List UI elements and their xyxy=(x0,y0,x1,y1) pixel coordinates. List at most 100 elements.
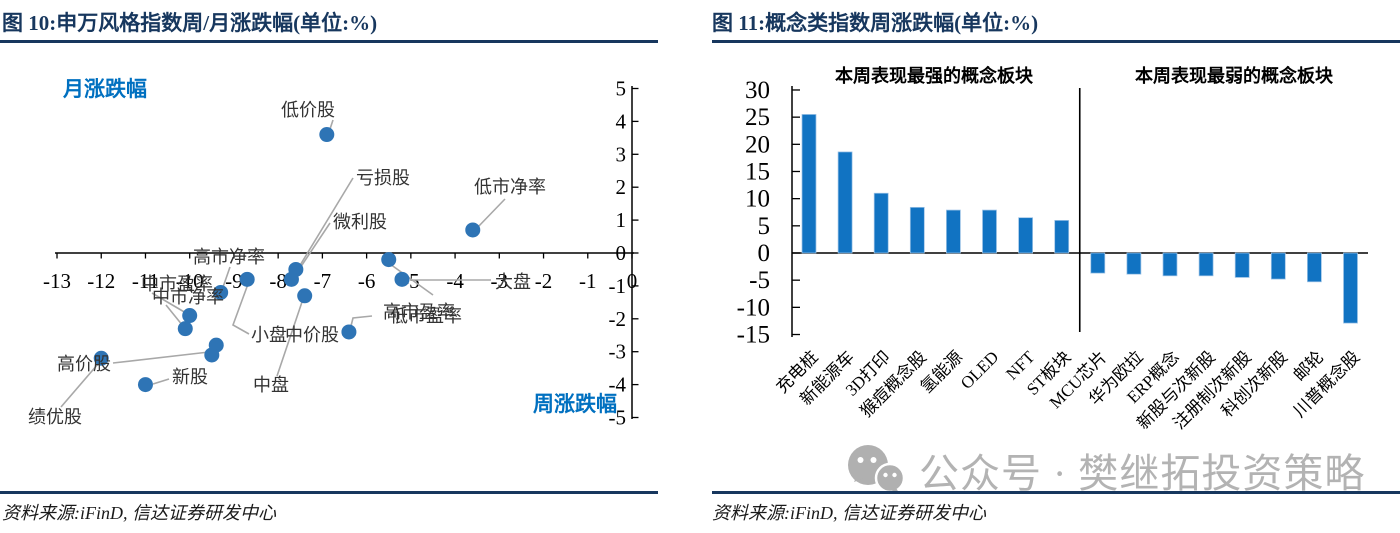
scatter-point xyxy=(239,271,255,287)
leader-line xyxy=(276,298,304,377)
x-tick-label: -10 xyxy=(176,269,204,293)
x-tick-label: -1 xyxy=(579,269,597,293)
y-tick-label: -15 xyxy=(737,322,770,349)
y-tick-label: -10 xyxy=(737,294,770,321)
y-axis-title: 月涨跌幅 xyxy=(62,77,147,101)
category-label: 川普概念股 xyxy=(1289,347,1363,421)
figure11-source: 资料来源:iFinD, 信达证券研发中心 xyxy=(712,503,986,523)
scatter-point xyxy=(341,324,357,340)
bar xyxy=(946,209,961,254)
scatter-point xyxy=(297,288,313,304)
figure10-footer-rule xyxy=(0,491,658,494)
y-tick-label: 25 xyxy=(745,104,770,131)
point-label: 小盘 xyxy=(251,325,287,345)
scatter-point xyxy=(381,252,397,268)
scatter-point xyxy=(177,321,193,337)
point-label: 微利股 xyxy=(333,212,387,232)
leader-line xyxy=(232,283,250,335)
figure11-footer-rule xyxy=(712,491,1400,494)
leader-line xyxy=(151,292,187,314)
y-tick-label: 3 xyxy=(616,142,627,166)
x-axis-title: 周涨跌幅 xyxy=(533,392,617,416)
leader-line xyxy=(165,304,184,327)
figure10-source: 资料来源:iFinD, 信达证券研发中心 xyxy=(2,503,276,523)
leader-line xyxy=(112,351,210,364)
scatter-point xyxy=(283,271,299,287)
wechat-icon xyxy=(848,445,906,494)
y-tick-label: 0 xyxy=(758,240,771,267)
group-header-weak: 本周表现最弱的概念板块 xyxy=(1135,65,1334,86)
leader-line xyxy=(60,363,99,408)
y-tick-label: -1 xyxy=(609,274,627,298)
y-tick-label: -5 xyxy=(749,267,770,294)
figure11-title: 图 11:概念类指数周涨跌幅(单位:%) xyxy=(712,11,1039,35)
x-tick-label: -6 xyxy=(358,269,376,293)
bar xyxy=(1343,252,1358,324)
watermark-text: 公众号 · 樊继拓投资策略 xyxy=(919,451,1366,496)
bar xyxy=(1270,252,1286,280)
point-label: 中市净率 xyxy=(152,287,224,307)
scatter-point xyxy=(465,222,481,238)
x-tick-label: -9 xyxy=(225,269,243,293)
scatter-point xyxy=(137,377,153,393)
point-label: 高价股 xyxy=(57,354,111,374)
y-tick-label: -5 xyxy=(609,406,627,430)
y-tick-label: 10 xyxy=(745,186,770,213)
y-tick-label: -4 xyxy=(609,373,627,397)
point-label: 低市盈率 xyxy=(390,306,462,326)
x-tick-label: -12 xyxy=(87,269,115,293)
x-tick-label: -11 xyxy=(132,269,159,293)
point-label: 低价股 xyxy=(281,100,335,120)
scatter-point xyxy=(182,308,198,324)
scatter-point xyxy=(394,271,410,287)
bar xyxy=(1198,252,1214,277)
x-tick-label: -2 xyxy=(535,269,553,293)
y-tick-label: 5 xyxy=(758,213,771,240)
category-label: 氢能源 xyxy=(917,347,966,396)
x-tick-label: -8 xyxy=(269,269,287,293)
y-tick-label: 30 xyxy=(745,77,770,104)
y-tick-label: 15 xyxy=(745,158,770,185)
y-tick-label: 0 xyxy=(616,241,627,265)
point-label: 高市净率 xyxy=(193,247,265,267)
x-tick-label: -13 xyxy=(43,269,71,293)
group-header-strong: 本周表现最强的概念板块 xyxy=(835,65,1034,86)
scatter-point xyxy=(93,350,109,366)
y-tick-label: 1 xyxy=(616,208,627,232)
category-label: OLED xyxy=(957,347,1002,392)
y-tick-label: -3 xyxy=(609,340,627,364)
point-label: 低市净率 xyxy=(474,177,546,197)
y-tick-label: -2 xyxy=(609,307,627,331)
point-label: 高市盈率 xyxy=(383,302,455,322)
x-tick-label: -3 xyxy=(491,269,509,293)
bar xyxy=(1054,220,1070,254)
y-tick-label: 2 xyxy=(616,175,627,199)
y-tick-label: 20 xyxy=(745,131,770,158)
point-label: 绩优股 xyxy=(28,407,82,427)
bar xyxy=(909,206,925,254)
leader-line xyxy=(298,177,354,268)
point-label: 中市盈率 xyxy=(141,274,213,294)
point-label: 中盘 xyxy=(253,375,289,395)
watermark: 公众号 · 樊继拓投资策略 xyxy=(843,441,1365,499)
x-tick-label: -4 xyxy=(446,269,464,293)
bar xyxy=(873,192,889,254)
y-tick-label: 5 xyxy=(616,77,627,101)
bar xyxy=(801,114,817,254)
bar xyxy=(837,151,853,254)
scatter-point xyxy=(204,347,220,363)
point-label: 大盘 xyxy=(495,272,531,292)
bar xyxy=(982,209,997,254)
bar xyxy=(1090,252,1106,274)
point-label: 新股 xyxy=(172,367,208,387)
scatter-point xyxy=(319,127,335,143)
bar xyxy=(1234,252,1250,278)
y-tick-label: 4 xyxy=(616,109,627,133)
scatter-point xyxy=(213,284,229,300)
bar xyxy=(1018,217,1033,254)
figure10-title: 图 10:申万风格指数周/月涨跌幅(单位:%) xyxy=(2,11,378,35)
figure10-title-rule xyxy=(0,40,658,43)
x-tick-label: -7 xyxy=(314,269,332,293)
